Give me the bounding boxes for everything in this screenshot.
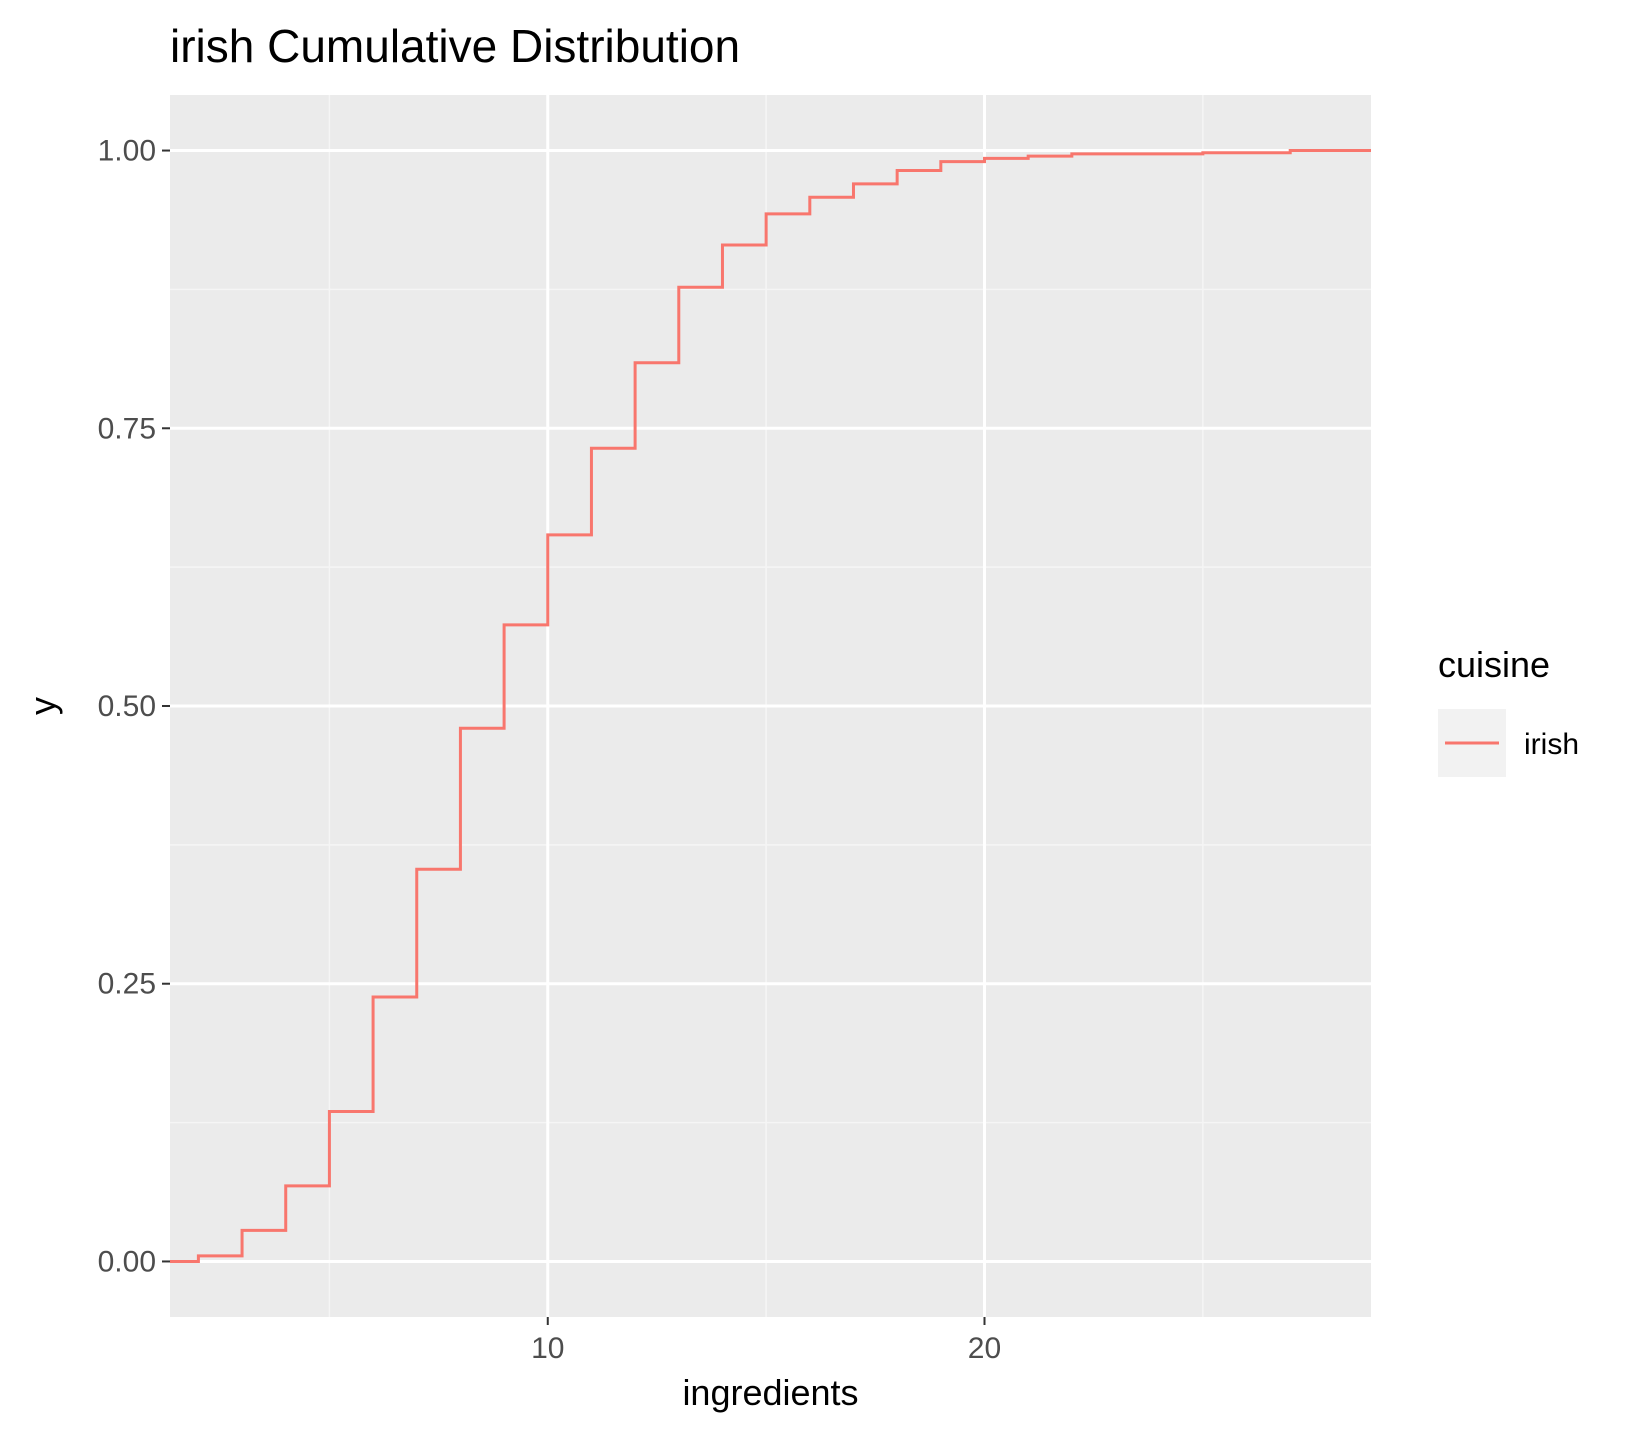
y-tick-label-3: 0.75	[98, 412, 156, 445]
y-tick-label-1: 0.25	[98, 968, 156, 1001]
y-tick-label-2: 0.50	[98, 690, 156, 723]
legend-title: cuisine	[1438, 644, 1550, 685]
y-axis: 0.00 0.25 0.50 0.75 1.00	[98, 135, 170, 1278]
series-layer	[170, 149, 1371, 1263]
series-line-irish	[170, 149, 1371, 1263]
x-tick-label-1: 20	[968, 1332, 1001, 1365]
y-tick-label-4: 1.00	[98, 135, 156, 168]
legend: cuisine irish	[1438, 644, 1579, 777]
x-tick-label-0: 10	[531, 1332, 564, 1365]
legend-label-irish: irish	[1524, 728, 1579, 761]
y-tick-label-0: 0.00	[98, 1245, 156, 1278]
chart-title: irish Cumulative Distribution	[170, 20, 740, 72]
x-axis: 10 20	[531, 1317, 1001, 1365]
x-axis-title: ingredients	[682, 1372, 858, 1413]
major-gridlines	[170, 95, 1371, 1317]
legend-entries: irish	[1438, 709, 1579, 777]
y-axis-title: y	[22, 697, 63, 715]
